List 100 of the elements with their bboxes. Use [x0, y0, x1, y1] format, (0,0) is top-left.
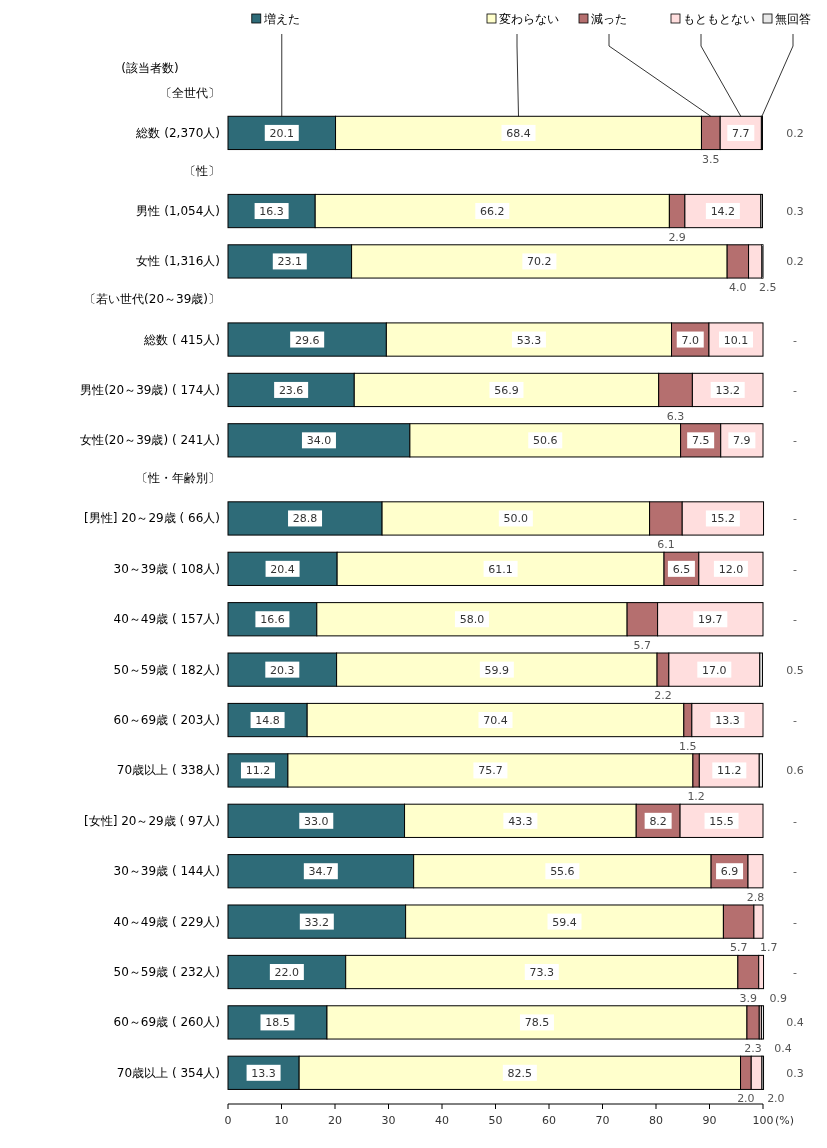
data-label: 10.1 — [723, 333, 749, 347]
category-label: 〔性・年齢別〕 — [136, 471, 220, 486]
x-axis-title: (%) — [775, 1114, 795, 1127]
data-label: 33.0 — [304, 814, 329, 828]
data-label: 13.3 — [715, 714, 740, 728]
category-label: 総数 (2,370人) — [136, 125, 220, 140]
category-label: 40～49歳 ( 229人) — [113, 914, 220, 929]
data-label: 2.2 — [654, 689, 672, 703]
data-label: 70.2 — [527, 255, 552, 269]
data-label: 34.7 — [308, 865, 334, 879]
data-label: 7.7 — [732, 126, 750, 140]
data-label: 0.5 — [786, 663, 804, 677]
data-label: 0.2 — [786, 255, 804, 269]
text: - — [793, 714, 797, 728]
x-tick-label: 0 — [224, 1114, 232, 1127]
text: - — [793, 512, 797, 526]
data-label: 50.0 — [503, 512, 529, 526]
category-label: 30～39歳 ( 144人) — [113, 864, 220, 879]
text: - — [793, 562, 797, 576]
data-label: 23.1 — [277, 255, 303, 269]
x-tick-label: 90 — [702, 1114, 717, 1127]
data-label: 59.9 — [484, 663, 510, 677]
category-label: 女性(20～39歳) ( 241人) — [80, 433, 220, 448]
data-label: 19.7 — [698, 613, 723, 627]
data-label: 8.2 — [649, 814, 667, 828]
data-label: 11.2 — [245, 764, 271, 778]
data-label: 15.5 — [709, 814, 734, 828]
data-label: 0.2 — [786, 126, 804, 140]
category-label: 50～59歳 ( 232人) — [113, 965, 220, 979]
data-label: 16.6 — [260, 613, 285, 627]
category-label: 50～59歳 ( 182人) — [113, 662, 220, 677]
data-label: 0.4 — [774, 1042, 792, 1056]
x-tick-label: 40 — [435, 1114, 449, 1127]
x-tick-label: 70 — [595, 1114, 610, 1127]
x-tick-label: 80 — [649, 1114, 663, 1127]
data-label: 0.4 — [786, 1016, 804, 1030]
data-label: 7.9 — [733, 434, 751, 448]
data-label: 58.0 — [459, 613, 485, 627]
x-tick-label: 60 — [542, 1114, 556, 1127]
x-tick-label: 20 — [328, 1114, 342, 1127]
x-tick-label: 100 — [752, 1114, 774, 1127]
category-label: 〔性〕 — [184, 163, 220, 178]
data-label: 55.6 — [550, 865, 575, 879]
legend-label: 増えた — [262, 12, 300, 26]
data-label: 14.2 — [710, 205, 736, 219]
x-tick-label: 30 — [381, 1114, 396, 1127]
data-label: 28.8 — [292, 512, 318, 526]
data-label: 6.1 — [657, 538, 675, 552]
data-label: 0.6 — [786, 764, 804, 778]
text: - — [793, 333, 797, 347]
text: - — [793, 613, 797, 627]
category-label: 総数 ( 415人) — [144, 332, 220, 347]
data-label: 13.2 — [715, 383, 740, 397]
data-label: 50.6 — [533, 434, 558, 448]
data-label: 75.7 — [478, 764, 503, 778]
text: (該当者数) — [121, 61, 179, 75]
category-label: [女性] 20～29歳 ( 97人) — [84, 813, 220, 828]
category-label: 女性 (1,316人) — [136, 254, 220, 269]
data-label: 7.0 — [681, 333, 699, 347]
data-label: 16.3 — [259, 205, 284, 219]
data-label: 2.8 — [746, 890, 765, 904]
data-label: 2.9 — [668, 230, 686, 244]
data-label: 29.6 — [294, 333, 320, 347]
data-label: 68.4 — [506, 126, 531, 140]
category-label: [男性] 20～29歳 ( 66人) — [84, 511, 220, 526]
data-label: 20.4 — [270, 562, 295, 576]
data-label: 18.5 — [265, 1016, 290, 1030]
data-label: 7.5 — [691, 434, 710, 448]
data-label: 5.7 — [729, 941, 748, 955]
data-label: 6.5 — [672, 562, 691, 576]
data-label: 11.2 — [717, 764, 742, 778]
data-label: 20.3 — [270, 663, 295, 677]
data-label: 2.0 — [737, 1092, 755, 1106]
data-label: 0.3 — [786, 1066, 804, 1080]
text: - — [793, 434, 797, 448]
data-label: 56.9 — [494, 383, 519, 397]
data-label: 34.0 — [306, 434, 332, 448]
category-label: 男性 (1,054人) — [136, 204, 220, 219]
data-label: 61.1 — [488, 562, 513, 576]
legend-label: 無回答 — [775, 12, 811, 26]
data-label: 82.5 — [507, 1066, 533, 1080]
data-label: 3.9 — [739, 991, 758, 1005]
category-label: 60～69歳 ( 203人) — [113, 713, 220, 728]
data-label: 14.8 — [255, 714, 280, 728]
data-label: 12.0 — [718, 562, 744, 576]
category-label: 30～39歳 ( 108人) — [113, 561, 220, 576]
data-label: 66.2 — [480, 205, 505, 219]
legend-label: もともとない — [683, 12, 755, 26]
text: - — [793, 915, 797, 929]
data-label: 33.2 — [304, 915, 330, 929]
x-tick-label: 10 — [274, 1114, 289, 1127]
data-label: 1.2 — [687, 790, 705, 804]
category-label: 60～69歳 ( 260人) — [113, 1015, 220, 1030]
data-label: 1.5 — [679, 739, 697, 753]
text: - — [793, 865, 797, 879]
text: - — [793, 814, 797, 828]
x-tick-label: 50 — [488, 1114, 503, 1127]
data-label: 6.3 — [666, 409, 685, 423]
data-label: 0.9 — [769, 991, 788, 1005]
category-label: 40～49歳 ( 157人) — [113, 612, 220, 627]
